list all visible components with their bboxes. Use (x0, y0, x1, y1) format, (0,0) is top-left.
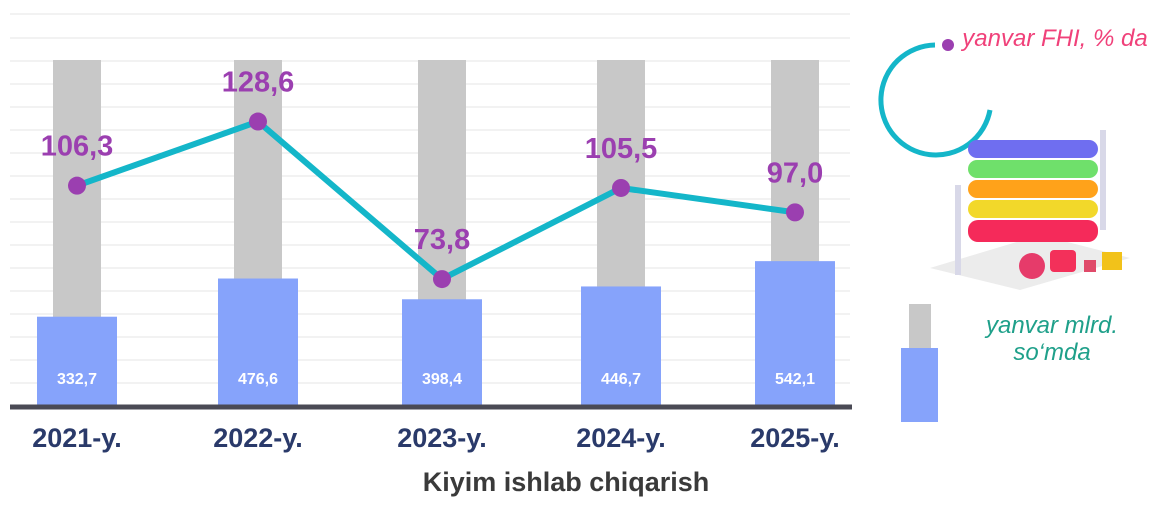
line-value-label: 105,5 (585, 133, 658, 165)
x-tick-label: 2025-y. (750, 423, 840, 453)
legend-bar-icon (901, 348, 938, 422)
legend-bg-icon (909, 304, 931, 350)
line-marker (612, 178, 630, 197)
bar-value-label: 398,4 (422, 371, 462, 388)
bar (218, 278, 298, 405)
line-marker (433, 270, 451, 289)
line-value-label: 106,3 (41, 131, 114, 163)
bar-value-label: 446,7 (601, 371, 641, 388)
spool-illustration (930, 130, 1130, 290)
line-value-label: 73,8 (414, 224, 470, 256)
bar (581, 286, 661, 405)
chart-title: Kiyim ishlab chiqarish (423, 467, 710, 497)
line-value-label: 128,6 (222, 67, 295, 99)
x-tick-label: 2024-y. (576, 423, 666, 453)
bar-value-label: 542,1 (775, 371, 815, 388)
legend-line-label: yanvar FHI, % da (962, 25, 1148, 52)
x-tick-label: 2023-y. (397, 423, 487, 453)
bar (755, 261, 835, 405)
legend-line-icon (878, 42, 993, 158)
legend-bar-label: yanvar mlrd. so‘mda (985, 312, 1119, 366)
x-tick-label: 2022-y. (213, 423, 303, 453)
bar (402, 299, 482, 405)
legend-marker-icon (942, 39, 954, 51)
bar-value-label: 476,6 (238, 371, 278, 388)
line-value-label: 97,0 (767, 157, 823, 189)
x-tick-label: 2021-y. (32, 423, 122, 453)
line-marker (786, 203, 804, 222)
line-marker (68, 176, 86, 195)
bar-value-label: 332,7 (57, 371, 97, 388)
marks: 332,7 476,6 398,4 446,7 542,1 106,3 128,6 73,8 1… (37, 67, 835, 405)
line-marker (249, 112, 267, 131)
bar (37, 316, 117, 405)
